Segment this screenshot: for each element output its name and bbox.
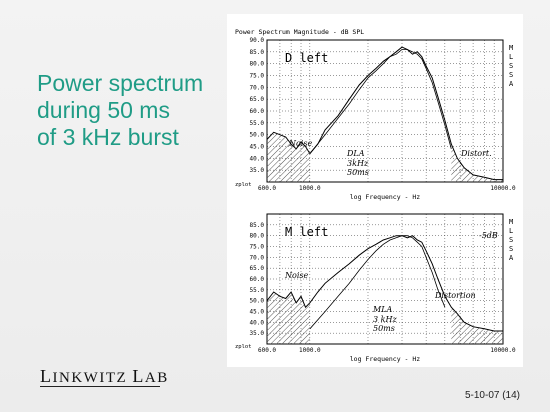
annotation-text: MLA (372, 305, 393, 314)
y-tick-label: 45.0 (250, 309, 265, 316)
y-tick-label: 70.0 (250, 84, 265, 91)
y-tick-label: 50.0 (250, 132, 265, 139)
slide-title: Power spectrum during 50 ms of 3 kHz bur… (37, 70, 237, 151)
side-label-letter: A (509, 80, 514, 88)
series-line (309, 235, 446, 330)
y-corner-label: zplot (235, 344, 252, 350)
y-tick-label: 55.0 (250, 287, 265, 294)
noise-floor-fill (267, 292, 310, 344)
annotation-text: DLA (346, 149, 365, 158)
x-tick-label: 10000.0 (490, 347, 516, 354)
side-label-letter: S (509, 236, 513, 244)
series-line (266, 235, 503, 332)
side-label-letter: M (509, 218, 513, 226)
brand-cap-1: L (40, 366, 53, 386)
annotation-text: Noise (284, 271, 308, 280)
y-tick-label: 75.0 (250, 73, 265, 80)
side-label-letter: A (509, 254, 514, 262)
y-tick-label: 45.0 (250, 144, 265, 151)
panel-label: M left (285, 225, 328, 239)
x-tick-label: 600.0 (258, 185, 276, 192)
annotation-text: Noise (288, 139, 312, 148)
chart-title: Power Spectrum Magnitude - dB SPL (235, 28, 364, 36)
panel-label: D left (285, 51, 328, 65)
y-tick-label: 35.0 (250, 167, 265, 174)
annotation-text: -5dB (479, 231, 498, 240)
x-tick-label: 10000.0 (490, 185, 516, 192)
side-label-letter: S (509, 245, 513, 253)
y-tick-label: 40.0 (250, 155, 265, 162)
annotation-text: 50ms (373, 324, 395, 333)
title-line-3: of 3 kHz burst (37, 124, 179, 150)
y-tick-label: 80.0 (250, 233, 265, 240)
footer-brand: LINKWITZ LAB (40, 366, 169, 387)
y-tick-label: 80.0 (250, 61, 265, 68)
brand-cap-2: L (132, 366, 145, 386)
side-label-letter: M (509, 44, 513, 52)
y-tick-label: 60.0 (250, 108, 265, 115)
distortion-floor-fill (451, 307, 503, 344)
annotation-text: Distortion (434, 291, 476, 300)
y-tick-label: 35.0 (250, 330, 265, 337)
footer-rule (40, 386, 160, 387)
series-line (309, 49, 452, 154)
y-tick-label: 55.0 (250, 120, 265, 127)
y-tick-label: 85.0 (250, 49, 265, 56)
side-label-letter: S (509, 71, 513, 79)
x-tick-label: 600.0 (258, 347, 276, 354)
y-tick-label: 75.0 (250, 244, 265, 251)
distortion-floor-fill (451, 144, 503, 182)
y-tick-label: 50.0 (250, 298, 265, 305)
y-tick-label: 70.0 (250, 254, 265, 261)
annotation-text: 50ms (347, 168, 369, 177)
y-tick-label: 40.0 (250, 319, 265, 326)
spectrum-figure: Power Spectrum Magnitude - dB SPL M L S S A 90… (227, 14, 523, 367)
annotation-text: Distort. (460, 149, 492, 158)
y-tick-label: 65.0 (250, 265, 265, 272)
slide-number: 5-10-07 (14) (464, 390, 520, 401)
y-tick-label: 90.0 (250, 37, 265, 44)
brand-rest-1: INKWITZ (52, 370, 133, 386)
title-line-2: during 50 ms (37, 97, 170, 123)
title-line-1: Power spectrum (37, 70, 204, 96)
y-tick-label: 85.0 (250, 222, 265, 229)
spectrum-plots-svg: Power Spectrum Magnitude - dB SPLMLSSA90… (235, 28, 516, 363)
annotation-text: 3 kHz (373, 315, 397, 324)
brand-rest-2: AB (144, 370, 169, 386)
y-tick-label: 60.0 (250, 276, 265, 283)
annotation-text: 3kHz (347, 159, 369, 168)
x-axis-label: log Frequency - Hz (350, 355, 421, 363)
y-tick-label: 65.0 (250, 96, 265, 103)
x-tick-label: 1000.0 (299, 347, 321, 354)
y-corner-label: zplot (235, 182, 252, 188)
side-label-letter: L (509, 53, 513, 61)
x-axis-label: log Frequency - Hz (350, 193, 421, 201)
side-label-letter: S (509, 62, 513, 70)
x-tick-label: 1000.0 (299, 185, 321, 192)
side-label-letter: L (509, 227, 513, 235)
